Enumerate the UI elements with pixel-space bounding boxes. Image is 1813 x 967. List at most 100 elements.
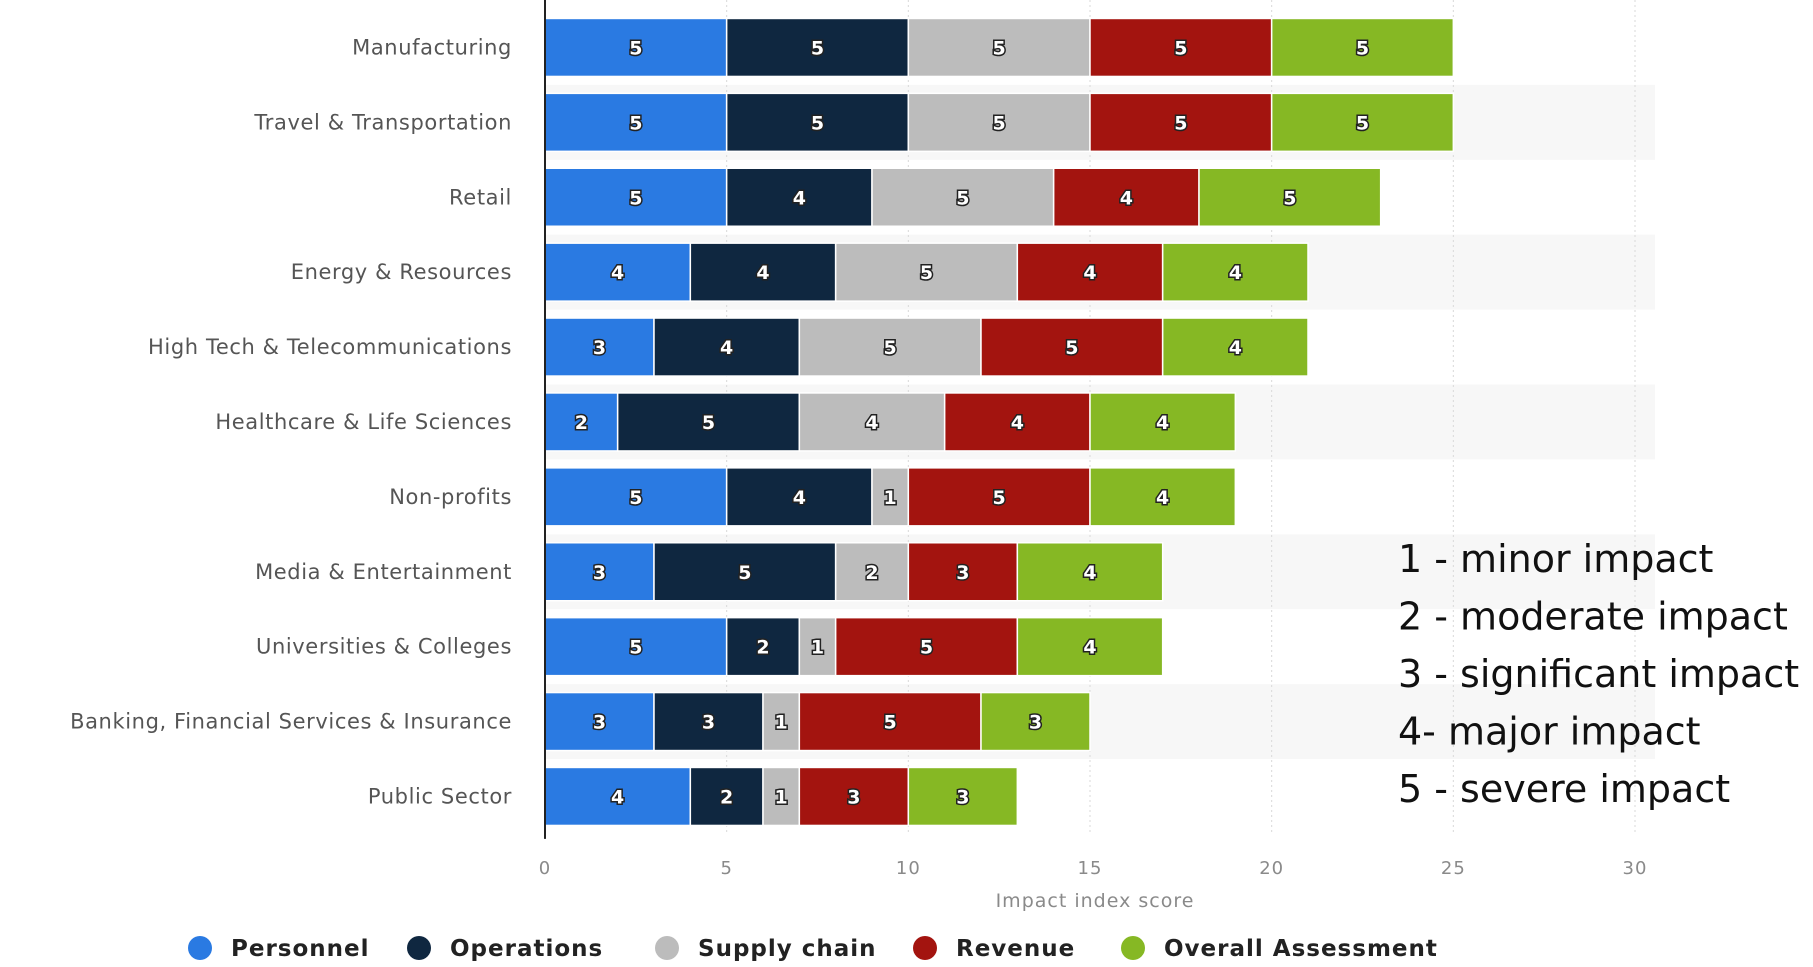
data-label: 4 — [1011, 412, 1024, 434]
data-label: 2 — [756, 637, 769, 659]
legend-label: Operations — [450, 936, 603, 962]
data-label: 5 — [920, 637, 933, 659]
data-label: 5 — [702, 412, 715, 434]
bar-segment — [834, 542, 910, 602]
bar-segment — [1161, 242, 1309, 302]
data-label: 5 — [1283, 187, 1296, 209]
x-tick-label: 15 — [1078, 858, 1103, 879]
data-label: 4 — [1156, 412, 1169, 434]
bar-segment — [689, 242, 837, 302]
bar-segment — [834, 242, 1019, 302]
data-label: 3 — [1029, 712, 1042, 734]
bar-segment — [1161, 317, 1309, 377]
data-label: 4 — [1229, 337, 1242, 359]
data-label: 5 — [1174, 112, 1187, 134]
bar-segment — [1270, 92, 1455, 153]
data-label: 5 — [993, 37, 1006, 59]
bar-segment — [544, 167, 728, 227]
category-label: Healthcare & Life Sciences — [215, 410, 512, 434]
bar-segment — [689, 766, 764, 827]
category-label: Retail — [449, 185, 512, 209]
legend-label: Personnel — [231, 936, 370, 962]
legend-marker — [913, 936, 937, 960]
bar-segment — [544, 92, 728, 153]
data-label: 3 — [593, 712, 606, 734]
bar-segment — [1016, 542, 1164, 602]
x-tick-label: 10 — [896, 858, 921, 879]
x-tick-label: 0 — [539, 858, 551, 879]
bar-segment — [725, 616, 801, 677]
data-label: 5 — [738, 562, 751, 584]
category-label: High Tech & Telecommunications — [148, 335, 512, 359]
data-label: 1 — [775, 786, 788, 808]
category-label: Media & Entertainment — [255, 560, 512, 584]
bar-segment — [1089, 392, 1237, 452]
data-label: 5 — [884, 712, 897, 734]
bar-segment — [1089, 17, 1273, 78]
data-label: 2 — [720, 786, 733, 808]
legend-label: Revenue — [956, 936, 1075, 962]
data-label: 5 — [629, 637, 642, 659]
category-label: Manufacturing — [352, 35, 512, 59]
data-label: 5 — [956, 187, 969, 209]
bar-segment — [798, 317, 982, 377]
data-label: 5 — [920, 262, 933, 284]
legend-label: Overall Assessment — [1164, 936, 1438, 962]
bar-segment — [980, 691, 1091, 752]
data-label: 4 — [756, 262, 769, 284]
legend-marker — [188, 936, 212, 960]
bar-segment — [834, 616, 1019, 677]
impact-scale-line: 1 - minor impact — [1398, 537, 1713, 581]
bar-segment — [653, 542, 837, 602]
data-label: 5 — [1356, 37, 1369, 59]
data-label: 5 — [629, 187, 642, 209]
data-label: 5 — [1356, 112, 1369, 134]
category-label: Universities & Colleges — [256, 635, 512, 659]
category-label: Energy & Resources — [291, 260, 512, 284]
data-label: 4 — [1156, 487, 1169, 509]
data-label: 4 — [720, 337, 733, 359]
data-label: 4 — [1120, 187, 1133, 209]
data-label: 5 — [884, 337, 897, 359]
bar-segment — [907, 542, 1019, 602]
data-label: 5 — [629, 487, 642, 509]
data-label: 3 — [847, 786, 860, 808]
bar-segment — [907, 766, 1019, 827]
data-label: 5 — [629, 112, 642, 134]
impact-scale-note: 1 - minor impact 2 - moderate impact 3 - s… — [1398, 537, 1799, 811]
data-label: 1 — [775, 712, 788, 734]
bar-segment — [725, 92, 910, 153]
data-label: 3 — [956, 562, 969, 584]
data-label: 5 — [1065, 337, 1078, 359]
data-label: 4 — [865, 412, 878, 434]
category-label: Banking, Financial Services & Insurance — [70, 710, 512, 734]
bar-segment — [725, 467, 873, 527]
category-label: Public Sector — [368, 784, 512, 808]
bar-segment — [871, 167, 1055, 227]
data-label: 5 — [811, 112, 824, 134]
data-label: 1 — [811, 637, 824, 659]
bar-segment — [798, 691, 982, 752]
data-label: 4 — [611, 262, 624, 284]
data-label: 2 — [865, 562, 878, 584]
data-label: 4 — [1083, 562, 1096, 584]
bar-segment — [653, 691, 764, 752]
data-label: 3 — [593, 337, 606, 359]
x-tick-label: 20 — [1259, 858, 1284, 879]
data-label: 3 — [593, 562, 606, 584]
legend-marker — [655, 936, 679, 960]
impact-scale-line: 5 - severe impact — [1398, 767, 1730, 811]
bar-segment — [544, 467, 728, 527]
bars: 5 5 5 5 5 5 5 5 5 5 5 4 5 4 5 4 4 5 4 4 3 4 5 5 4 2 5 4 4 4 5 4 1 5 4 3 5 2 3 4… — [544, 17, 1455, 827]
bar-segment — [798, 392, 946, 452]
data-label: 2 — [575, 412, 588, 434]
legend-label: Supply chain — [698, 936, 877, 962]
data-label: 5 — [629, 37, 642, 59]
bar-segment — [907, 92, 1091, 153]
bar-segment — [907, 17, 1091, 78]
data-label: 4 — [1083, 262, 1096, 284]
x-tick-label: 5 — [720, 858, 732, 879]
impact-scale-line: 4- major impact — [1398, 710, 1701, 754]
bar-segment — [1089, 467, 1237, 527]
